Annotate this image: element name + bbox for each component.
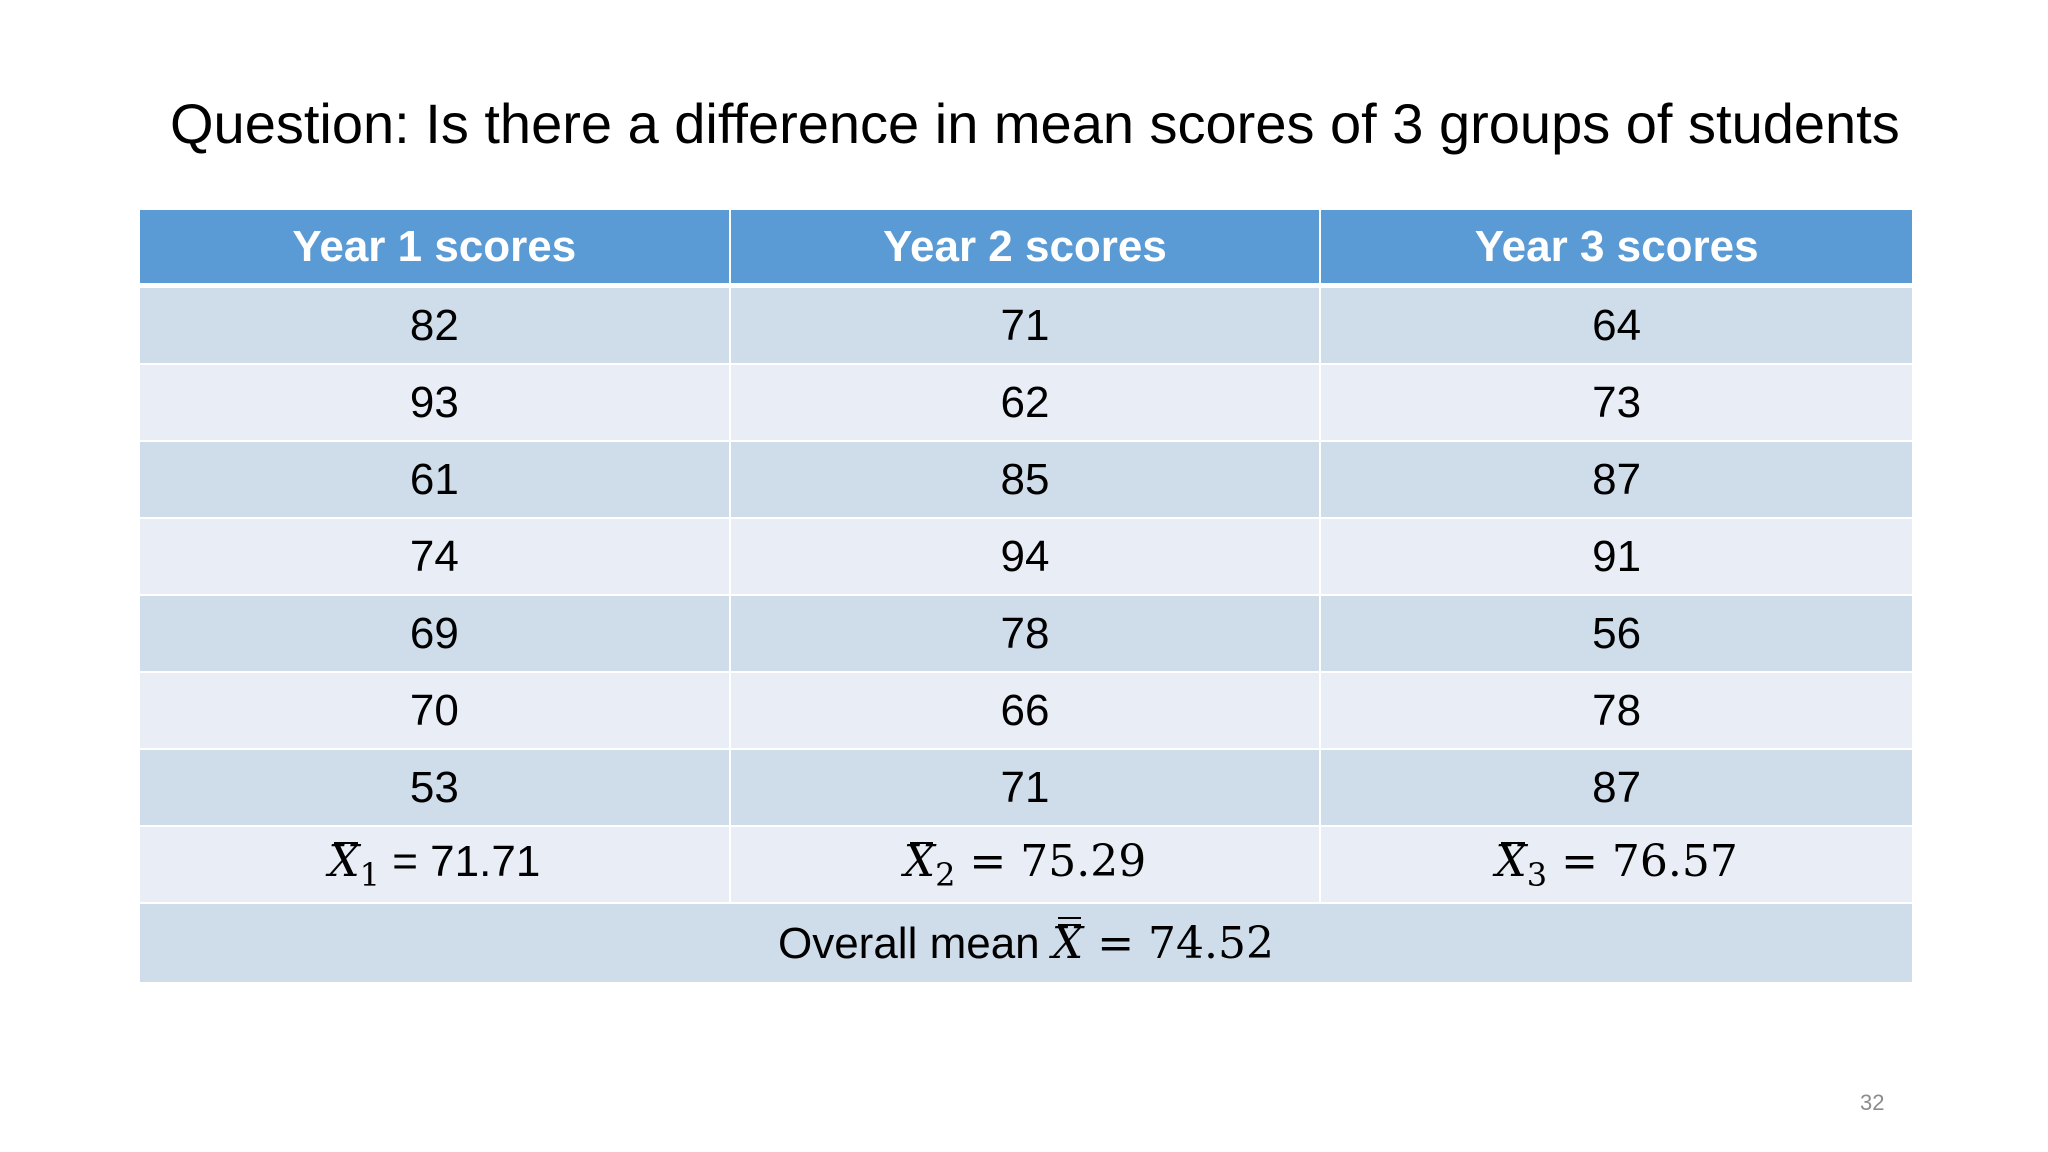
group-means-row: X1 = 71.71 X2 = 75.29 X3 = 76.57	[140, 827, 1912, 904]
table-row: 61 85 87	[140, 442, 1912, 519]
overall-mean-label: Overall mean	[777, 918, 1052, 968]
table-cell: 62	[730, 365, 1322, 442]
x-bar-symbol: X	[1495, 835, 1527, 887]
table-row: 70 66 78	[140, 673, 1912, 750]
table-row: 69 78 56	[140, 596, 1912, 673]
column-header-year-3: Year 3 scores	[1321, 210, 1912, 288]
table-cell: 66	[730, 673, 1322, 750]
x-double-bar-symbol: X	[1051, 916, 1084, 969]
table-cell: 53	[140, 750, 731, 827]
table-cell: 78	[730, 596, 1322, 673]
table-cell: 87	[1321, 750, 1912, 827]
table-cell: 73	[1321, 365, 1912, 442]
mean-year-1: X1 = 71.71	[140, 827, 731, 904]
column-header-year-2: Year 2 scores	[730, 210, 1322, 288]
mean-value: = 75.29	[955, 835, 1147, 887]
table-cell: 87	[1321, 442, 1912, 519]
table-cell: 91	[1321, 519, 1912, 596]
table-row: 93 62 73	[140, 365, 1912, 442]
scores-table: Year 1 scores Year 2 scores Year 3 score…	[140, 210, 1912, 984]
table-cell: 56	[1321, 596, 1912, 673]
table-cell: 71	[730, 288, 1322, 365]
table-cell: 82	[140, 288, 731, 365]
table-cell: 64	[1321, 288, 1912, 365]
x-bar-symbol: X	[903, 835, 936, 887]
table-header-row: Year 1 scores Year 2 scores Year 3 score…	[140, 210, 1912, 288]
table-cell: 85	[730, 442, 1322, 519]
table-cell: 69	[140, 596, 731, 673]
x-bar-symbol: X	[328, 835, 360, 887]
table-cell: 78	[1321, 673, 1912, 750]
slide-title: Question: Is there a difference in mean …	[170, 92, 1900, 155]
mean-year-2: X2 = 75.29	[730, 827, 1322, 904]
table-row: 74 94 91	[140, 519, 1912, 596]
table-row: 82 71 64	[140, 288, 1912, 365]
mean-value: = 76.57	[1547, 835, 1738, 887]
table-cell: 93	[140, 365, 731, 442]
mean-year-3: X3 = 76.57	[1321, 827, 1912, 904]
table-cell: 61	[140, 442, 731, 519]
table-row: 53 71 87	[140, 750, 1912, 827]
mean-subscript: 1	[359, 855, 381, 894]
mean-subscript: 2	[935, 855, 956, 894]
table-cell: 74	[140, 519, 731, 596]
page-number: 32	[1860, 1090, 1885, 1115]
mean-subscript: 3	[1526, 855, 1548, 894]
overall-mean-cell: Overall mean X = 74.52	[140, 904, 1912, 984]
overall-mean-value: = 74.52	[1083, 917, 1275, 969]
table-cell: 71	[730, 750, 1322, 827]
table-cell: 70	[140, 673, 731, 750]
column-header-year-1: Year 1 scores	[140, 210, 731, 288]
overall-mean-row: Overall mean X = 74.52	[140, 904, 1912, 984]
mean-value: = 71.71	[380, 836, 541, 886]
table-cell: 94	[730, 519, 1322, 596]
